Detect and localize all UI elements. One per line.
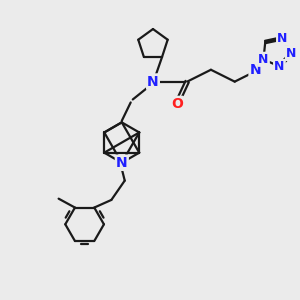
Text: N: N [274,60,285,73]
Text: N: N [250,63,261,77]
Text: N: N [277,32,288,45]
Text: N: N [116,156,128,170]
Text: N: N [258,53,268,66]
Text: N: N [147,75,159,88]
Text: O: O [171,97,183,111]
Text: N: N [274,60,285,73]
Text: N: N [250,63,261,77]
Text: N: N [277,32,288,45]
Text: N: N [258,53,268,66]
Text: N: N [147,75,159,88]
Text: O: O [171,97,183,111]
Text: N: N [116,156,128,170]
Text: N: N [286,47,296,60]
Text: N: N [286,47,296,60]
